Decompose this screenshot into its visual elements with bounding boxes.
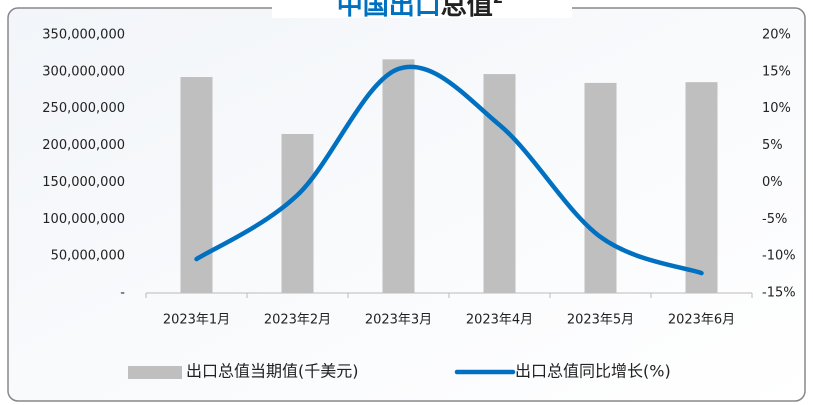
y2-tick-label: -10%: [762, 249, 796, 264]
bar: [281, 133, 314, 293]
bar: [382, 59, 415, 293]
bar: [483, 74, 516, 293]
bar: [685, 82, 718, 293]
y2-tick-label: 20%: [762, 28, 791, 43]
x-tick-label: 2023年3月: [365, 313, 432, 328]
legend-swatch: [128, 366, 182, 379]
y2-tick-label: 5%: [762, 138, 783, 153]
title-box: [272, 0, 572, 18]
title-rest: 总值: [441, 0, 493, 21]
y-tick-label: -: [120, 286, 125, 301]
x-tick-label: 2023年6月: [668, 313, 735, 328]
title-highlight: 中国出口: [337, 0, 441, 21]
chart-title: 中国出口总值2: [337, 0, 503, 21]
y-tick-label: 200,000,000: [42, 138, 125, 153]
x-tick-label: 2023年1月: [163, 313, 230, 328]
y2-tick-label: -5%: [762, 212, 787, 227]
y-tick-label: 250,000,000: [42, 101, 125, 116]
legend-label: 出口总值当期值(千美元): [186, 362, 359, 381]
y2-tick-label: 10%: [762, 101, 791, 116]
y-tick-label: 100,000,000: [42, 212, 125, 227]
line: [194, 64, 704, 276]
x-tick-label: 2023年4月: [466, 313, 533, 328]
x-tick-label: 2023年2月: [264, 313, 331, 328]
title-sup: 2: [493, 0, 503, 7]
y2-tick-label: 0%: [762, 175, 783, 190]
y-tick-label: 150,000,000: [42, 175, 125, 190]
y-tick-label: 350,000,000: [42, 28, 125, 43]
bar: [584, 82, 617, 294]
y2-tick-label: -15%: [762, 286, 796, 301]
legend-label: 出口总值同比增长(%): [515, 362, 671, 381]
y-tick-label: 300,000,000: [42, 64, 125, 79]
y-tick-label: 50,000,000: [51, 249, 125, 264]
y2-tick-label: 15%: [762, 64, 791, 79]
x-tick-label: 2023年5月: [567, 313, 634, 328]
